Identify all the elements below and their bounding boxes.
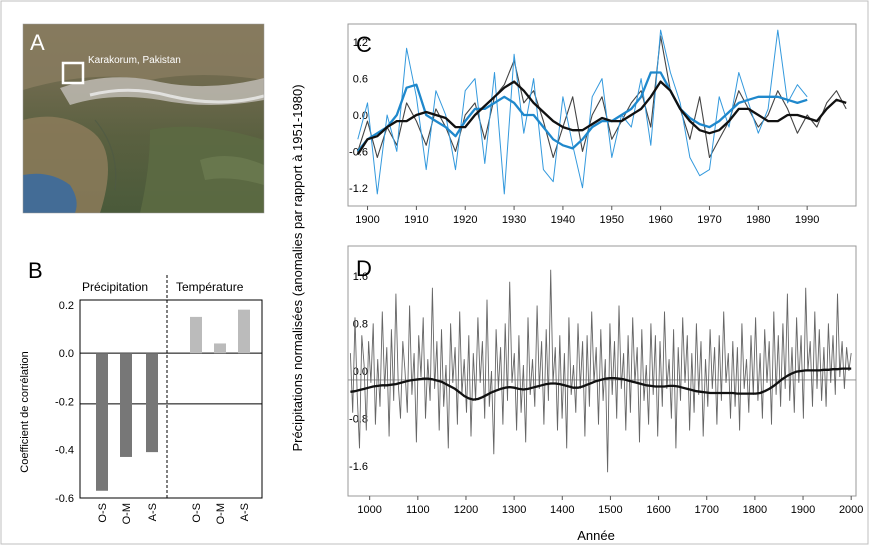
c-ytick-label: 1.2 [353,37,368,49]
b-bar [238,309,250,354]
d-xtick-label: 1100 [406,504,430,516]
b-category-label: O-M [121,503,133,524]
panel-b: B Précipitation Température Coefficient … [19,258,263,524]
b-bar [214,343,226,354]
d-xtick-label: 1600 [646,504,670,516]
b-ytick-label: -0.6 [55,493,74,505]
c-xtick-label: 1940 [551,214,575,226]
c-xtick-label: 1990 [795,214,819,226]
b-category-label: A-S [239,503,251,521]
b-category-label: O-S [191,503,203,523]
shared-xlabel: Année [577,528,615,543]
c-ytick-label: 0.6 [353,74,368,86]
panel-a: Karakorum, Pakistan A [22,23,265,214]
shared-ylabel: Précipitations normalisées (anomalies pa… [290,84,305,451]
b-category-label: O-S [97,503,109,523]
c-xtick-label: 1920 [453,214,477,226]
c-series-line [356,80,847,156]
d-xtick-label: 1400 [550,504,574,516]
satellite-image [23,24,264,213]
panel-d: 1000 1100 1200 1300 1400 1500 1600 1700 1800 1900… [347,245,863,516]
c-xtick-label: 1970 [697,214,721,226]
d-ytick-label: 0.0 [353,366,368,378]
d-ytick-label: 0.8 [353,318,368,330]
d-xtick-label: 1200 [454,504,478,516]
b-ylabel: Coefficient de corrélation [19,351,31,472]
b-bar [146,353,158,453]
d-xtick-label: 1000 [357,504,381,516]
c-plot-frame [347,23,857,207]
b-ytick-label: -0.4 [55,445,74,457]
b-ytick-label: -0.2 [55,396,74,408]
b-ytick-label: 0.0 [59,348,74,360]
d-xtick-label: 2000 [839,504,863,516]
c-xtick-label: 1930 [502,214,526,226]
c-xtick-label: 1960 [648,214,672,226]
b-bar [96,353,108,491]
c-ytick-label: 0.0 [353,110,368,122]
b-ytick-label: 0.2 [59,300,74,312]
group-label-precipitation: Précipitation [82,280,148,294]
b-bar [120,353,132,457]
d-xtick-label: 1800 [743,504,767,516]
d-ytick-label: -1.6 [349,461,368,473]
c-series-line [356,71,808,153]
c-xtick-label: 1910 [404,214,428,226]
c-ytick-label: -1.2 [349,183,368,195]
panel-letter-d: D [356,256,372,281]
d-xtick-label: 1500 [598,504,622,516]
b-category-label: O-M [215,503,227,524]
study-area-marker [61,61,85,85]
d-ytick-label: 1.6 [353,271,368,283]
location-label: Karakorum, Pakistan [88,55,181,66]
c-xtick-label: 1900 [355,214,379,226]
b-bar [190,316,202,354]
c-xtick-label: 1950 [600,214,624,226]
c-xtick-label: 1980 [746,214,770,226]
b-category-label: A-S [147,503,159,521]
group-label-temperature: Température [176,280,244,294]
panel-c: 1900 1910 1920 1930 1940 1950 1960 1970 1980 1990… [347,23,857,226]
d-series-line [349,269,852,473]
panel-letter-a: A [30,30,45,55]
panel-letter-b: B [28,258,43,283]
d-series-line [350,367,852,401]
panel-letter-c: C [356,32,372,57]
d-xtick-label: 1300 [502,504,526,516]
d-xtick-label: 1700 [694,504,718,516]
d-xtick-label: 1900 [791,504,815,516]
